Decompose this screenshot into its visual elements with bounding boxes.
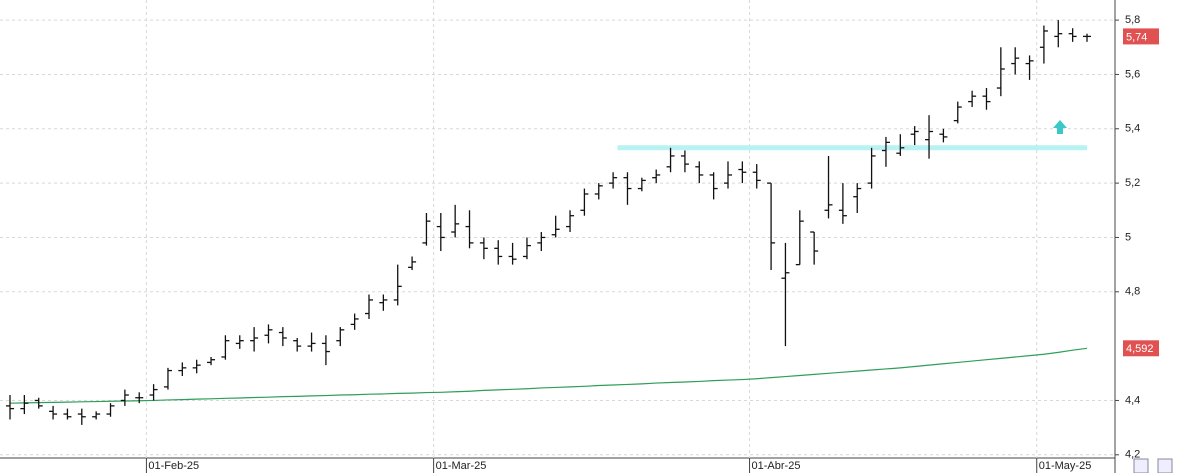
y-tick-label: 5,2 [1125, 177, 1140, 189]
y-tick-label: 5,4 [1125, 123, 1140, 135]
x-tick-label: 01-Feb-25 [148, 460, 199, 472]
price-tag-label: 5,74 [1126, 31, 1147, 43]
price-tag-label: 4,592 [1126, 343, 1154, 355]
price-tag [1123, 28, 1159, 45]
tool-icon[interactable] [1133, 458, 1149, 473]
ma-line [9, 347, 1088, 404]
y-tick-label: 5,6 [1125, 68, 1140, 80]
y-tick-label: 4,4 [1125, 394, 1140, 406]
price-tag [1123, 340, 1159, 357]
save-icon[interactable] [1157, 458, 1173, 473]
x-tick-label: 01-Mar-25 [436, 460, 487, 472]
x-tick-label: 01-May-25 [1039, 460, 1092, 472]
y-tick-label: 4,8 [1125, 286, 1140, 298]
x-tick-label: 01-Abr-25 [752, 460, 801, 472]
y-tick-label: 5 [1125, 231, 1131, 243]
up-arrow [1053, 120, 1067, 134]
y-tick-label: 5,8 [1125, 14, 1140, 26]
y-tick-label: 4,2 [1125, 449, 1140, 461]
